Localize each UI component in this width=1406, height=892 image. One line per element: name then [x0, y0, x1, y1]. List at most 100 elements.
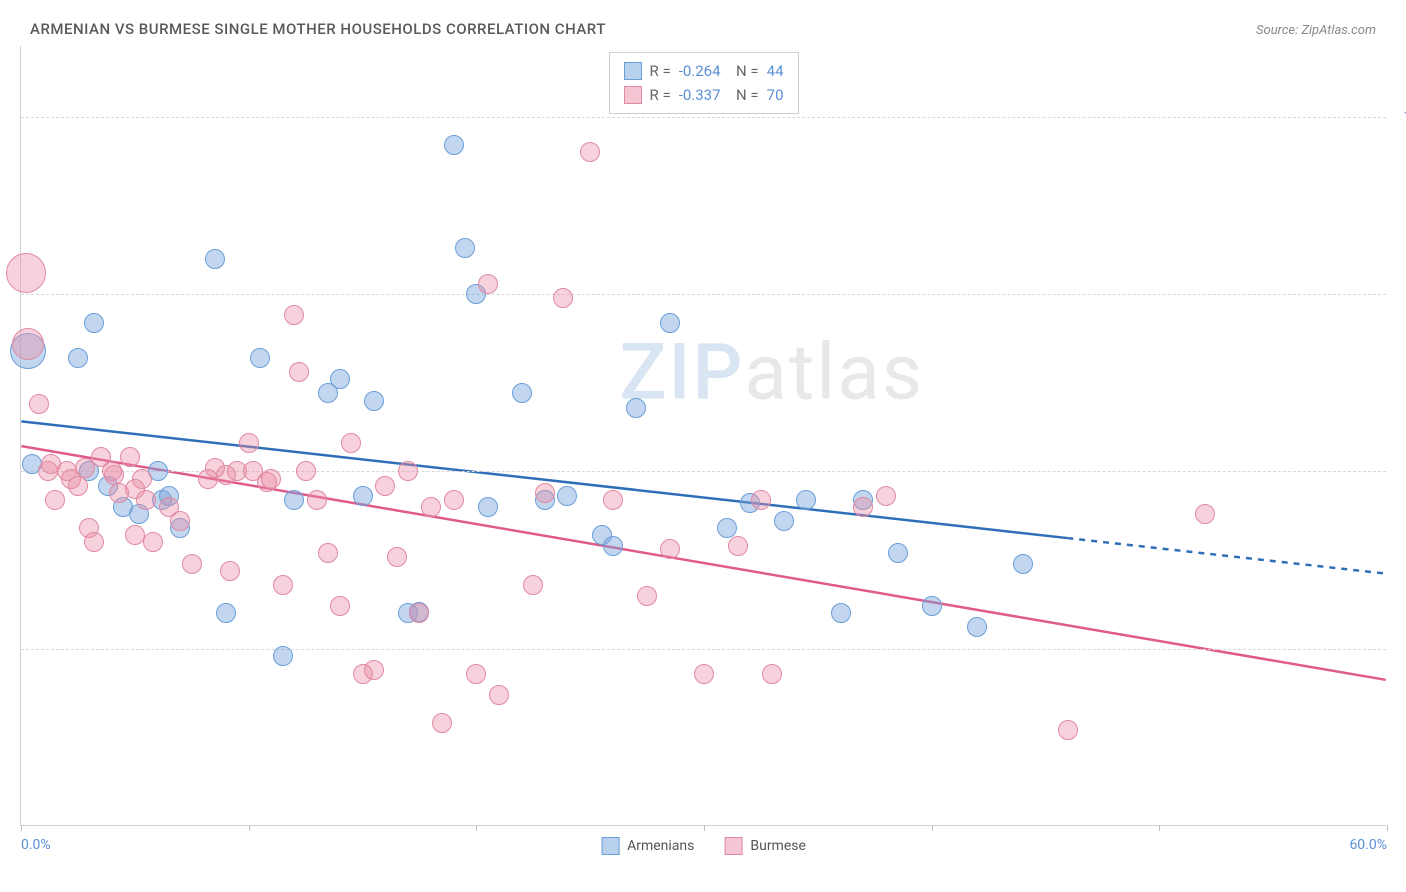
watermark: ZIPatlas [619, 328, 924, 419]
trend-lines-svg [21, 46, 1386, 825]
data-point [182, 554, 202, 574]
data-point [512, 383, 532, 403]
data-point [489, 685, 509, 705]
data-point [796, 490, 816, 510]
data-point [341, 433, 361, 453]
data-point [284, 305, 304, 325]
data-point [432, 713, 452, 733]
data-point [273, 646, 293, 666]
data-point [353, 486, 373, 506]
data-point [132, 469, 152, 489]
r-label: R = [649, 59, 670, 83]
data-point [637, 586, 657, 606]
data-point [68, 476, 88, 496]
grid-line [21, 117, 1386, 118]
grid-line [21, 294, 1386, 295]
data-point [478, 497, 498, 517]
data-point [330, 596, 350, 616]
legend-swatch-armenians [601, 837, 619, 855]
series-legend: Armenians Burmese [601, 837, 806, 855]
swatch-burmese [623, 86, 641, 104]
data-point [239, 433, 259, 453]
data-point [421, 497, 441, 517]
data-point [853, 497, 873, 517]
data-point [318, 543, 338, 563]
data-point [876, 486, 896, 506]
r-value-armenians: -0.264 [679, 59, 721, 83]
data-point [6, 253, 46, 293]
data-point [1013, 554, 1033, 574]
data-point [120, 447, 140, 467]
chart-title: ARMENIAN VS BURMESE SINGLE MOTHER HOUSEH… [30, 20, 606, 38]
data-point [728, 536, 748, 556]
data-point [466, 664, 486, 684]
data-point [84, 313, 104, 333]
data-point [296, 461, 316, 481]
grid-line [21, 649, 1386, 650]
data-point [455, 238, 475, 258]
x-tick [1387, 825, 1388, 831]
data-point [603, 536, 623, 556]
data-point [751, 490, 771, 510]
data-point [444, 135, 464, 155]
x-tick-label: 0.0% [21, 837, 51, 853]
data-point [45, 490, 65, 510]
data-point [29, 394, 49, 414]
source-prefix: Source: [1256, 23, 1301, 38]
correlation-stats-box: R = -0.264 N = 44 R = -0.337 N = 70 [608, 52, 798, 114]
x-tick [704, 825, 705, 831]
stats-row-armenians: R = -0.264 N = 44 [623, 59, 783, 83]
data-point [12, 328, 44, 360]
stats-row-burmese: R = -0.337 N = 70 [623, 83, 783, 107]
data-point [284, 490, 304, 510]
data-point [68, 348, 88, 368]
data-point [364, 391, 384, 411]
x-tick [476, 825, 477, 831]
data-point [136, 490, 156, 510]
x-tick [1159, 825, 1160, 831]
data-point [535, 483, 555, 503]
legend-item-armenians: Armenians [601, 837, 694, 855]
data-point [660, 313, 680, 333]
swatch-armenians [623, 62, 641, 80]
data-point [143, 532, 163, 552]
r-label: R = [649, 83, 670, 107]
chart-container: ARMENIAN VS BURMESE SINGLE MOTHER HOUSEH… [20, 20, 1386, 826]
data-point [289, 362, 309, 382]
legend-label-burmese: Burmese [750, 838, 806, 854]
data-point [603, 490, 623, 510]
data-point [478, 274, 498, 294]
data-point [553, 288, 573, 308]
x-tick [932, 825, 933, 831]
data-point [409, 603, 429, 623]
x-tick [249, 825, 250, 831]
data-point [660, 539, 680, 559]
data-point [831, 603, 851, 623]
data-point [273, 575, 293, 595]
n-label: N = [729, 83, 759, 107]
data-point [364, 660, 384, 680]
data-point [523, 575, 543, 595]
data-point [1058, 720, 1078, 740]
legend-label-armenians: Armenians [627, 838, 694, 854]
data-point [261, 469, 281, 489]
data-point [216, 603, 236, 623]
data-point [967, 617, 987, 637]
source-name: ZipAtlas.com [1301, 23, 1376, 38]
r-value-burmese: -0.337 [679, 83, 721, 107]
data-point [922, 596, 942, 616]
data-point [774, 511, 794, 531]
n-value-burmese: 70 [767, 83, 784, 107]
data-point [888, 543, 908, 563]
data-point [170, 511, 190, 531]
n-value-armenians: 44 [767, 59, 784, 83]
data-point [1195, 504, 1215, 524]
data-point [717, 518, 737, 538]
data-point [330, 369, 350, 389]
data-point [444, 490, 464, 510]
data-point [220, 561, 240, 581]
data-point [557, 486, 577, 506]
data-point [307, 490, 327, 510]
data-point [580, 142, 600, 162]
legend-swatch-burmese [724, 837, 742, 855]
